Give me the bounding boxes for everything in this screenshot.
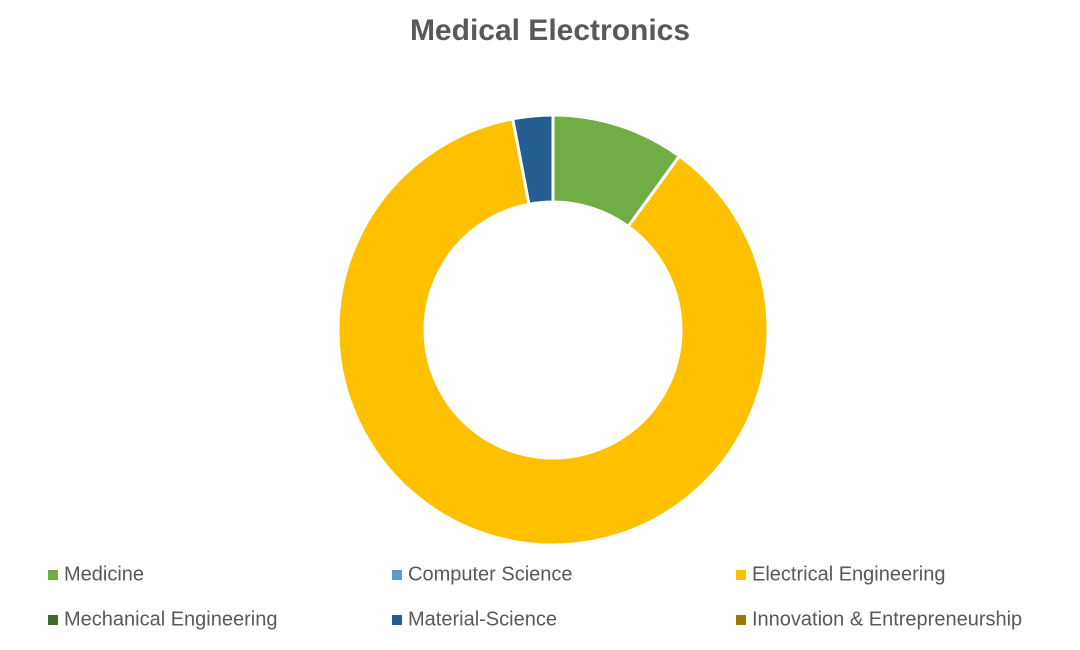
- legend-swatch: [736, 570, 746, 580]
- legend-swatch: [736, 615, 746, 625]
- legend-label: Computer Science: [408, 563, 573, 585]
- legend-swatch: [48, 570, 58, 580]
- legend-label: Material-Science: [408, 608, 557, 630]
- legend-swatch: [392, 615, 402, 625]
- legend-label: Mechanical Engineering: [64, 608, 277, 630]
- legend-swatch: [392, 570, 402, 580]
- legend-swatch: [48, 615, 58, 625]
- legend-label: Electrical Engineering: [752, 563, 945, 585]
- donut-segment: [510, 113, 555, 207]
- legend-label: Medicine: [64, 563, 144, 585]
- donut-segment: [336, 117, 770, 547]
- chart-title: Medical Electronics: [410, 14, 690, 47]
- legend-label: Innovation & Entrepreneurship: [752, 608, 1022, 630]
